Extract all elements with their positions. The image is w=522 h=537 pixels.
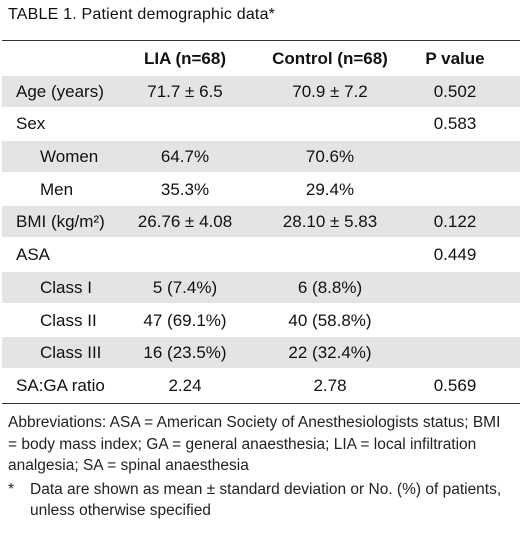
row-label: ASA <box>16 245 51 265</box>
cell-control: 70.9 ± 7.2 <box>292 81 368 101</box>
note-marker: * <box>8 480 15 498</box>
cell-control: 6 (8.8%) <box>297 277 363 297</box>
cell-lia: 64.7% <box>160 147 210 167</box>
cell-control: 40 (58.8%) <box>288 310 372 330</box>
row-label: Sex <box>16 114 46 134</box>
header-cell: LIA (n=68) <box>143 49 227 68</box>
row-label: Age (years) <box>16 81 104 101</box>
cell-p: 0.583 <box>433 114 477 134</box>
footnotes: Abbreviations: ASA = American Society of… <box>8 412 513 522</box>
cell-lia: 71.7 ± 6.5 <box>147 81 223 101</box>
row-label: Class I <box>40 277 92 297</box>
table-row: ASA 0.449 <box>2 239 520 270</box>
cell-p: 0.122 <box>433 212 477 232</box>
cell-control: 22 (32.4%) <box>288 343 372 363</box>
cell-lia: 2.24 <box>168 375 202 395</box>
row-label: Men <box>40 179 74 199</box>
table-row: Women 64.7% 70.6% <box>2 141 520 173</box>
row-label: Class III <box>40 343 102 363</box>
row-label: Women <box>40 147 99 167</box>
table-row: Sex 0.583 <box>2 108 520 139</box>
abbreviations: Abbreviations: ASA = American Society of… <box>8 414 501 474</box>
cell-lia: 35.3% <box>160 179 210 199</box>
header-cell: P value <box>425 49 485 68</box>
table-row: Age (years) 71.7 ± 6.5 70.9 ± 7.2 0.502 <box>2 75 520 107</box>
table-row: Class III 16 (23.5%) 22 (32.4%) <box>2 337 520 369</box>
header-row: LIA (n=68) Control (n=68) P value <box>2 41 520 74</box>
cell-control: 2.78 <box>313 375 347 395</box>
cell-control: 29.4% <box>305 179 355 199</box>
table-row: Men 35.3% 29.4% <box>2 174 520 205</box>
table-title: TABLE 1. Patient demographic data* <box>8 6 276 23</box>
cell-lia: 26.76 ± 4.08 <box>137 212 233 232</box>
note-text: Data are shown as mean ± standard deviat… <box>30 480 502 520</box>
header-cell: Control (n=68) <box>272 49 388 68</box>
table-row: Class I 5 (7.4%) 6 (8.8%) <box>2 271 520 303</box>
cell-p: 0.569 <box>433 375 477 395</box>
row-label: Class II <box>40 310 97 330</box>
table-row: Class II 47 (69.1%) 40 (58.8%) <box>2 305 520 336</box>
cell-control: 28.10 ± 5.83 <box>282 212 378 232</box>
note: * Data are shown as mean ± standard devi… <box>8 479 513 522</box>
cell-control: 70.6% <box>305 147 355 167</box>
cell-p: 0.502 <box>433 81 477 101</box>
cell-p: 0.449 <box>433 245 477 265</box>
cell-lia: 16 (23.5%) <box>143 343 227 363</box>
cell-lia: 5 (7.4%) <box>152 277 218 297</box>
table-row: BMI (kg/m²) 26.76 ± 4.08 28.10 ± 5.83 0.122 <box>2 206 520 238</box>
cell-lia: 47 (69.1%) <box>143 310 227 330</box>
table: LIA (n=68) Control (n=68) P value Age (y… <box>2 40 520 404</box>
table-row: SA:GA ratio 2.24 2.78 0.569 <box>2 370 520 401</box>
row-label: SA:GA ratio <box>16 375 105 395</box>
row-label: BMI (kg/m²) <box>16 212 105 232</box>
